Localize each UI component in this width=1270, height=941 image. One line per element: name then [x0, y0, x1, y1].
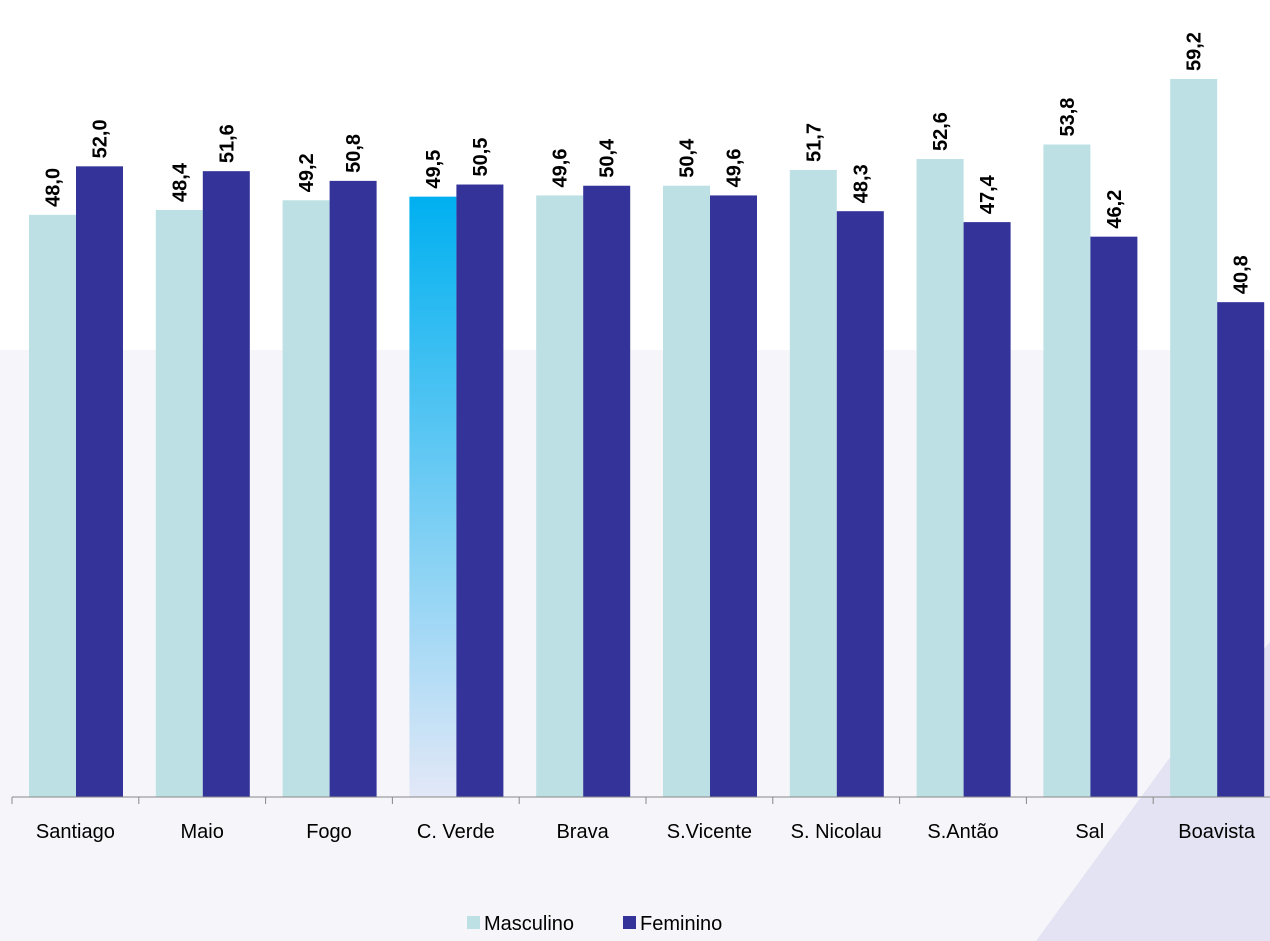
bar-feminino-c-verde [456, 184, 504, 797]
data-label-feminino-s-nicolau: 48,3 [850, 164, 872, 203]
bar-feminino-s-nicolau [836, 211, 884, 797]
legend-swatch-masculino [467, 916, 480, 929]
bar-feminino-maio [202, 171, 250, 798]
data-label-masculino-maio: 48,4 [169, 162, 191, 202]
bar-masculino-maio [155, 209, 203, 798]
data-label-masculino-s-vicente: 50,4 [677, 138, 699, 178]
category-label-s-ant-o: S.Antão [927, 821, 998, 843]
data-label-feminino-boavista: 40,8 [1231, 255, 1253, 294]
bar-feminino-santiago [76, 166, 123, 797]
data-label-masculino-boavista: 59,2 [1184, 32, 1206, 71]
legend-label-masculino: Masculino [484, 913, 574, 935]
legend-swatch-feminino [623, 916, 636, 929]
data-label-feminino-santiago: 52,0 [90, 119, 112, 158]
category-label-santiago: Santiago [36, 821, 115, 843]
bar-masculino-s-ant-o [916, 159, 964, 797]
data-label-masculino-s-nicolau: 51,7 [803, 123, 825, 162]
data-label-feminino-s-ant-o: 47,4 [977, 174, 999, 214]
category-label-s-vicente: S.Vicente [667, 821, 752, 843]
bar-feminino-sal [1090, 236, 1138, 797]
data-label-masculino-s-ant-o: 52,6 [930, 112, 952, 151]
bar-masculino-sal [1043, 144, 1091, 798]
data-label-masculino-c-verde: 49,5 [423, 150, 445, 189]
legend-label-feminino: Feminino [640, 913, 722, 935]
bar-feminino-brava [583, 185, 631, 797]
category-label-s-nicolau: S. Nicolau [791, 821, 882, 843]
data-label-masculino-fogo: 49,2 [296, 153, 318, 192]
data-label-feminino-s-vicente: 49,6 [724, 148, 746, 187]
bar-feminino-fogo [329, 180, 377, 798]
data-label-feminino-c-verde: 50,5 [470, 138, 492, 177]
bar-feminino-boavista [1217, 302, 1265, 797]
bar-masculino-brava [536, 195, 584, 797]
data-label-masculino-brava: 49,6 [550, 148, 572, 187]
bar-masculino-santiago [29, 214, 76, 798]
bar-feminino-s-ant-o [963, 222, 1011, 797]
bar-masculino-c-verde [409, 196, 457, 797]
category-label-boavista: Boavista [1178, 821, 1256, 843]
data-label-feminino-brava: 50,4 [597, 138, 619, 178]
category-label-brava: Brava [556, 821, 609, 843]
data-label-masculino-santiago: 48,0 [43, 168, 65, 207]
bar-feminino-s-vicente [710, 195, 757, 797]
category-label-maio: Maio [181, 821, 224, 843]
bar-masculino-boavista [1170, 79, 1218, 797]
bar-masculino-fogo [282, 200, 330, 797]
category-label-sal: Sal [1075, 821, 1104, 843]
data-label-feminino-fogo: 50,8 [343, 134, 365, 173]
data-label-feminino-sal: 46,2 [1104, 190, 1126, 229]
data-label-masculino-sal: 53,8 [1057, 98, 1079, 137]
bar-masculino-s-nicolau [789, 169, 837, 798]
category-label-c-verde: C. Verde [417, 821, 495, 843]
category-label-fogo: Fogo [306, 821, 352, 843]
data-label-feminino-maio: 51,6 [216, 124, 238, 163]
bar-masculino-s-vicente [663, 185, 710, 797]
